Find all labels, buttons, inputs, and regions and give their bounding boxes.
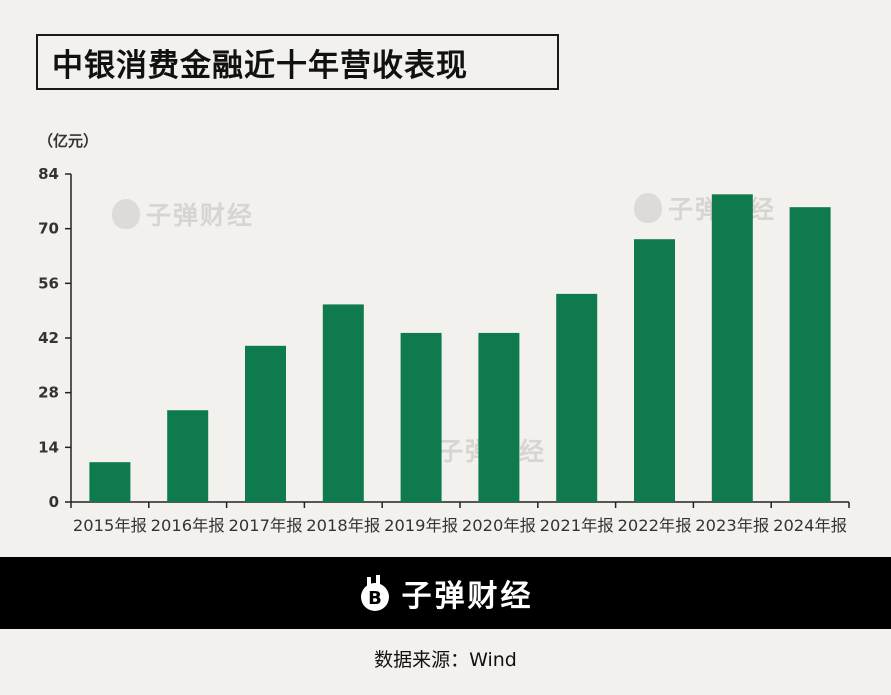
x-tick-label: 2022年报 xyxy=(618,516,692,535)
bar xyxy=(322,304,364,502)
bar xyxy=(89,462,131,502)
x-tick-label: 2023年报 xyxy=(695,516,769,535)
x-tick-label: 2019年报 xyxy=(384,516,458,535)
y-tick-label: 0 xyxy=(49,493,59,511)
y-tick-label: 84 xyxy=(38,165,59,183)
bar xyxy=(400,332,442,502)
watermark: 子弹财经 xyxy=(112,196,254,232)
footer-band: B 子弹财经 xyxy=(0,557,891,629)
y-axis-unit: （亿元） xyxy=(38,132,99,150)
svg-text:B: B xyxy=(368,588,382,609)
chart-title: 中银消费金融近十年营收表现 xyxy=(36,34,559,90)
x-tick-label: 2015年报 xyxy=(73,516,147,535)
bar-chart: 0 14 28 42 56 70 84 2015年报 2016年报 2017年报 2018年报 201… xyxy=(38,165,850,535)
bar xyxy=(478,332,520,502)
data-source: 数据来源：Wind xyxy=(374,649,517,671)
x-tick-label: 2018年报 xyxy=(306,516,380,535)
x-tick-label: 2024年报 xyxy=(773,516,847,535)
brand-logo-icon: B xyxy=(360,575,389,611)
x-tick-label: 2016年报 xyxy=(151,516,225,535)
bar xyxy=(167,410,209,502)
y-tick-label: 42 xyxy=(38,329,59,347)
watermark-text: 子弹财经 xyxy=(146,201,255,230)
y-tick-label: 70 xyxy=(38,220,59,238)
x-tick-label: 2017年报 xyxy=(229,516,303,535)
y-tick-label: 28 xyxy=(38,384,59,402)
bar xyxy=(556,293,598,502)
bar xyxy=(634,239,675,502)
y-tick-label: 14 xyxy=(38,438,59,456)
footer-brand: 子弹财经 xyxy=(401,579,534,614)
watermark-logo-icon xyxy=(634,193,662,223)
x-tick-label: 2021年报 xyxy=(540,516,614,535)
y-tick-label: 56 xyxy=(38,274,59,292)
bar xyxy=(789,207,831,502)
bar xyxy=(711,194,753,503)
bar xyxy=(245,345,286,502)
x-tick-label: 2020年报 xyxy=(462,516,536,535)
watermark-logo-icon xyxy=(112,199,140,229)
